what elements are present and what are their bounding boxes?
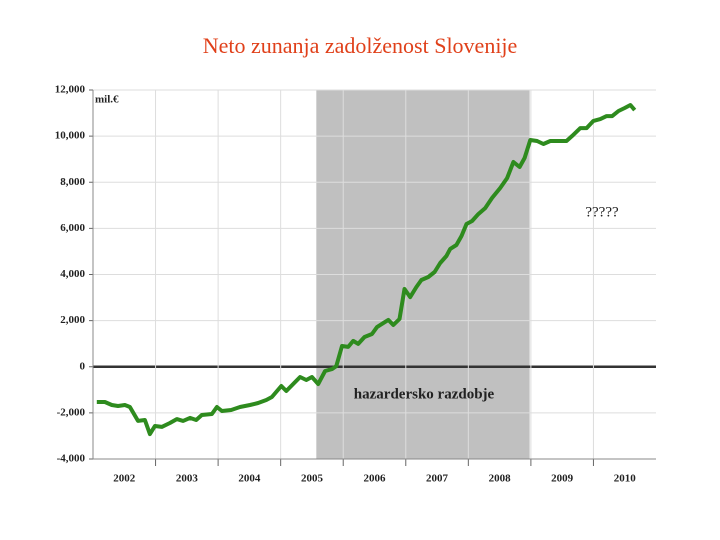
y-tick-label: 6,000 bbox=[60, 222, 85, 234]
y-tick-label: 10,000 bbox=[55, 130, 86, 142]
chart-title: Neto zunanja zadolženost Slovenije bbox=[203, 33, 518, 58]
y-tick-label: -2,000 bbox=[57, 406, 86, 418]
x-tick-label: 2003 bbox=[176, 473, 199, 485]
annotation: ????? bbox=[585, 204, 619, 220]
x-tick-label: 2009 bbox=[551, 473, 574, 485]
y-tick-label: 0 bbox=[80, 360, 86, 372]
x-tick-label: 2002 bbox=[113, 473, 136, 485]
data-line bbox=[96, 103, 637, 437]
y-tick-label: 8,000 bbox=[60, 176, 85, 188]
x-tick-label: 2010 bbox=[614, 473, 637, 485]
y-tick-label: -4,000 bbox=[57, 453, 86, 465]
y-tick-label: 2,000 bbox=[60, 314, 85, 326]
y-unit: mil.€ bbox=[95, 94, 119, 106]
annotation: hazardersko razdobje bbox=[354, 386, 495, 402]
y-tick-label: 4,000 bbox=[60, 268, 85, 280]
x-tick-label: 2006 bbox=[364, 473, 387, 485]
x-tick-label: 2008 bbox=[489, 473, 512, 485]
x-tick-label: 2007 bbox=[426, 473, 449, 485]
x-tick-label: 2004 bbox=[238, 473, 261, 485]
x-tick-label: 2005 bbox=[301, 473, 324, 485]
y-tick-label: 12,000 bbox=[55, 84, 86, 96]
